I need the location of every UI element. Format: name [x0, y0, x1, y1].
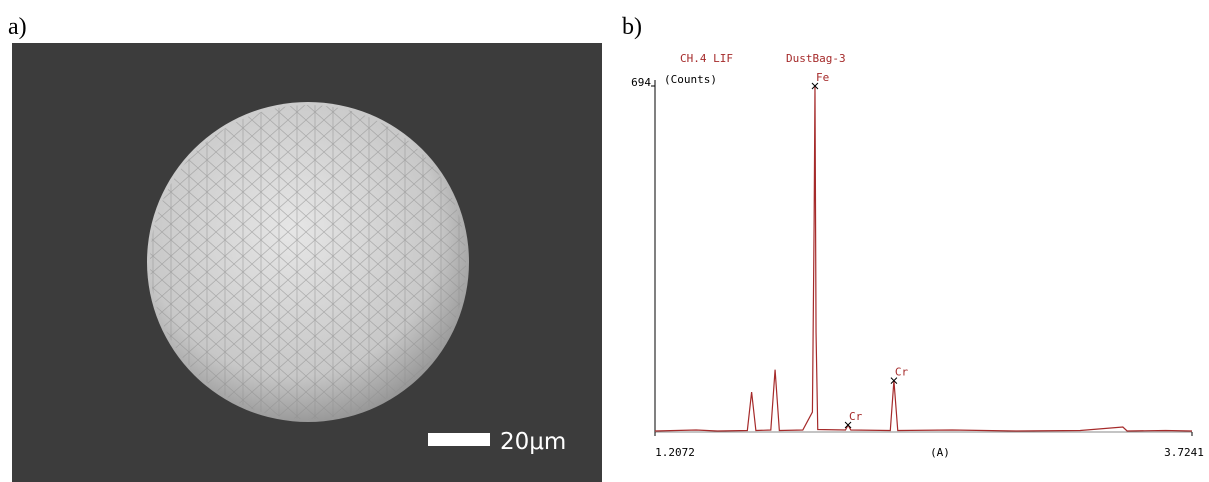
peak-label: Fe	[816, 71, 829, 84]
x-tick-label: 3.7241	[1164, 446, 1204, 459]
panel-label: b)	[622, 14, 642, 40]
peak-label: Cr	[895, 366, 909, 379]
x-tick-label: 1.2072	[655, 446, 695, 459]
scale-bar-label: 20μm	[500, 429, 566, 455]
spectrum: 694 1.2072 3.7241 Fe Cr Cr	[631, 71, 1204, 459]
chart-subtitle: DustBag-3	[786, 52, 846, 65]
panel-label: a)	[8, 14, 27, 40]
scale-bar	[428, 433, 490, 446]
sem-image: 20μm	[12, 43, 602, 482]
particle-texture	[150, 105, 466, 419]
y-axis-label: (Counts)	[664, 73, 717, 86]
figure: a) b) 20μm CH.4 LIF DustBag-3 (Counts) (…	[0, 0, 1209, 482]
spectrum-line	[655, 86, 1192, 431]
y-tick-label: 694	[631, 76, 651, 89]
x-axis-label: (A)	[930, 446, 950, 459]
peak-label: Cr	[849, 410, 863, 423]
chart-title: CH.4 LIF	[680, 52, 733, 65]
